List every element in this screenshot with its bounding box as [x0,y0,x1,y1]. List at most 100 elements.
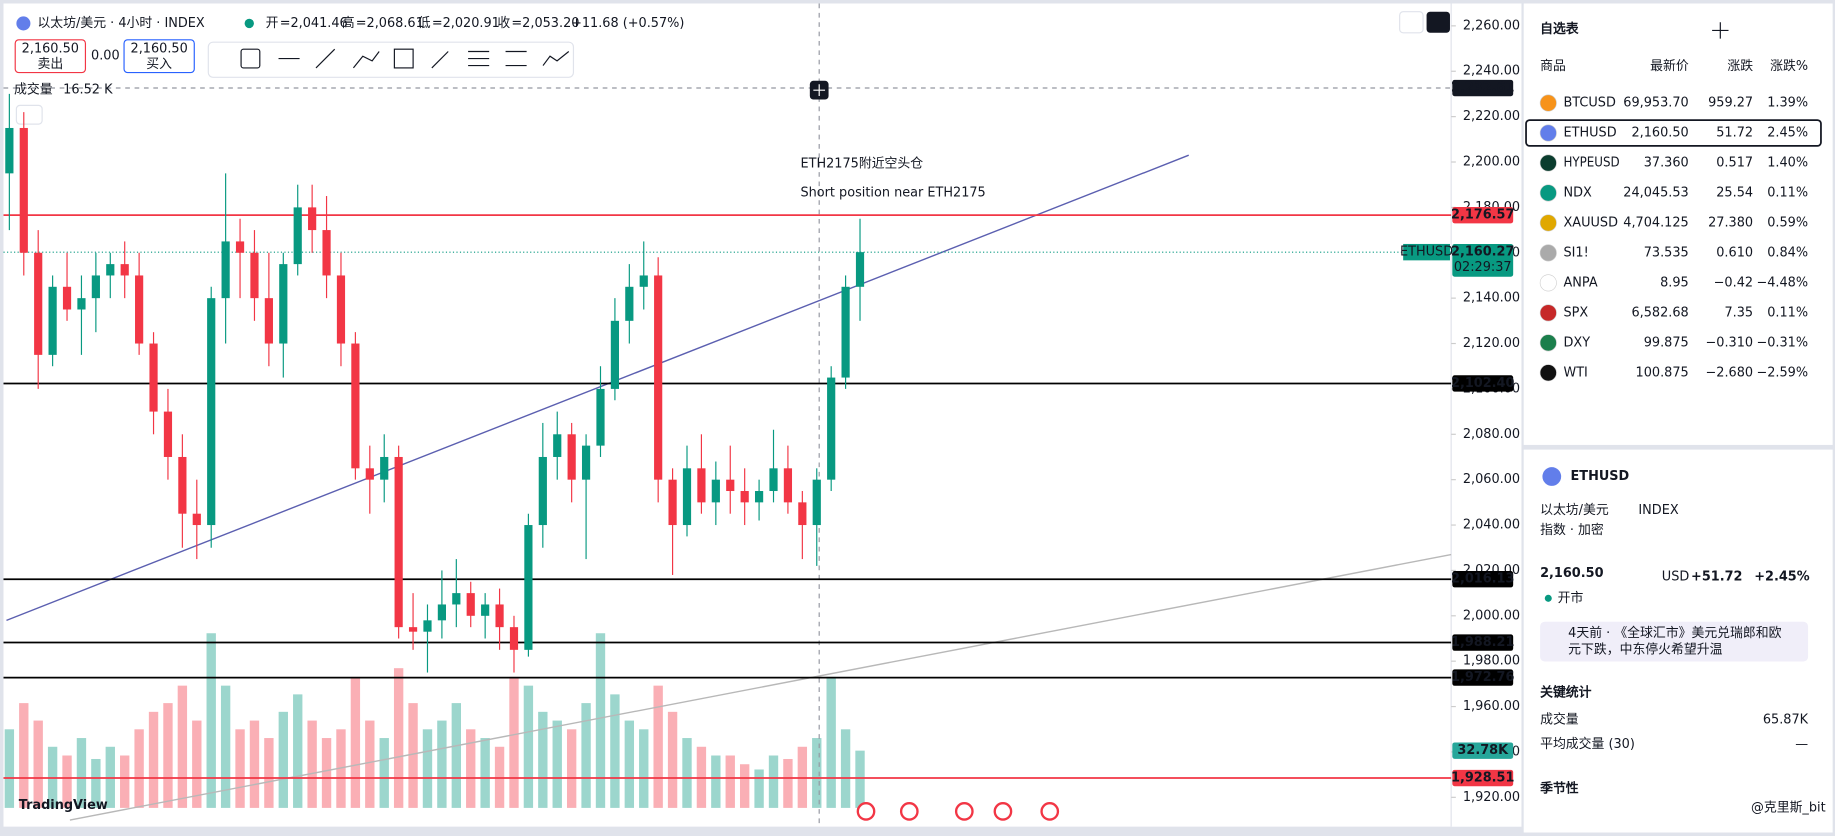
volume-bar [826,676,836,808]
row-price: 99.875 [1644,335,1689,350]
sell-price: 2,160.50 [22,42,79,57]
row-change-pct: −4.48% [1756,275,1808,290]
candle-body [351,343,360,469]
candle-body [625,286,634,321]
price-tag-label: 2,160.27 [1451,245,1514,260]
scroll-button[interactable] [1399,11,1424,34]
row-change: 7.35 [1724,305,1753,320]
volume-bar [840,729,851,808]
chart [3,3,1456,827]
row-symbol: BTCUSD [1563,96,1615,111]
market-dot [1544,594,1552,602]
y-tick-label: 2,000.00 [1463,608,1520,623]
candle-body [48,286,57,355]
y-tick-label: 2,080.00 [1463,427,1520,442]
stat-label: 成交量 [1540,712,1579,728]
annotation: ETH2175附近空头仓 [800,156,923,171]
candle-body [682,468,692,526]
row-price: 24,045.53 [1623,185,1688,200]
candle-body [697,468,706,503]
y-tick-label: 2,220.00 [1463,109,1520,124]
y-tick-label: 1,920.00 [1463,790,1520,805]
row-change-pct: −0.31% [1756,335,1808,350]
candle-body [408,627,418,632]
row-change: −0.42 [1714,275,1753,290]
candle-body [610,320,620,389]
buy-price: 2,160.50 [131,42,188,57]
sell-label: 卖出 [37,57,63,72]
volume-bar [408,703,418,808]
level-tag [1452,769,1514,787]
drawing-toolbar[interactable] [207,41,575,78]
candle-body [740,491,749,503]
event-flag [954,802,974,821]
collapse-button[interactable] [15,104,43,125]
candle-body [581,445,591,480]
add-icon [1712,22,1729,39]
row-price: 8.95 [1660,275,1689,290]
candle-body [62,286,72,310]
candle-body [538,456,547,526]
row-change-pct: 0.84% [1767,245,1808,260]
row-change: 0.517 [1716,155,1753,170]
row-change-pct: 1.39% [1767,96,1808,111]
candle-body [178,456,187,514]
row-symbol: DXY [1563,335,1590,350]
y-tick-label: 2,200.00 [1463,155,1520,170]
watchlist-title: 自选表 [1540,21,1579,37]
volume-bar [711,755,721,808]
event-flag [856,802,876,821]
ohlc-value: =2,020.91 [432,16,500,31]
buy-button[interactable] [123,39,195,74]
detail-currency: USD [1662,570,1690,585]
volume-bar [480,738,490,808]
fullscreen-button[interactable] [1426,11,1450,33]
selected-row [1525,119,1822,147]
volume-bar [163,703,173,808]
stats-title: 关键统计 [1540,685,1592,701]
volume-bar [91,758,101,808]
candle-body [250,252,259,299]
candle-body [91,275,100,299]
volume-bar [293,694,303,808]
candle-body [336,275,346,344]
logo: TradingView [19,798,108,813]
ohlc-label: 开 [266,16,279,31]
candle-body [812,479,821,526]
candle-body [841,286,850,378]
volume-bar [581,703,591,808]
row-change: 51.72 [1716,126,1753,141]
level-label: 2,176.57 [1451,208,1514,223]
volume-bar [278,711,288,808]
row-icon [1539,334,1557,352]
sell-button[interactable] [14,39,87,74]
level-label: 2,232.61 [1451,81,1514,96]
candle-body [19,127,28,253]
row-change-pct: 1.40% [1767,155,1808,170]
market-status: 开市 [1558,590,1584,606]
candle-body [365,468,374,480]
ohlc-value: =2,041.46 [280,16,348,31]
volume-bar [783,758,793,808]
row-icon [1539,214,1557,232]
volume-tag-label: 32.78K [1457,743,1509,758]
candle-body [452,593,461,605]
y-tick-label: 2,040.00 [1463,518,1520,533]
news-line: 4天前 · 《全球汇市》美元兑瑞郎和欧 [1568,625,1781,641]
news-box[interactable] [1540,621,1809,662]
column-header: 商品 [1540,59,1566,74]
detail-name: 以太坊/美元 [1540,503,1609,518]
volume-bar [595,633,606,808]
countdown: 02:29:37 [1454,260,1512,275]
row-icon [1539,124,1557,142]
candle-body [5,127,14,174]
candle-body [553,434,562,457]
volume-label: 成交量 [14,82,53,98]
ohlc-value: =2,053.20 [511,16,579,31]
level-label: 1,988.21 [1451,635,1514,650]
row-symbol: XAUUSD [1563,215,1618,230]
candle-body [668,479,677,526]
detail-change-pct: +2.45% [1754,570,1809,585]
trendline [69,553,1452,821]
candle-body [120,264,129,276]
